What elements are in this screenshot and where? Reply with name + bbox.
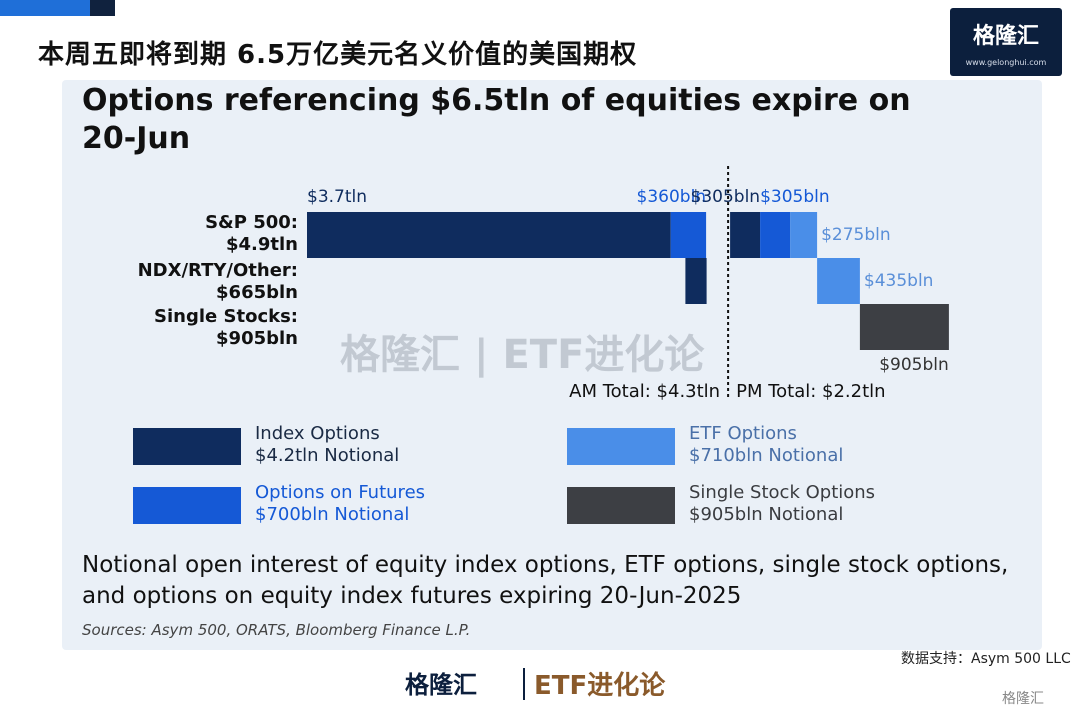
- bar-am-index-options-row1: [307, 212, 671, 258]
- row-label-3-line-2: $905bln: [216, 328, 298, 349]
- row-label-2-line-1: NDX/RTY/Other:: [138, 260, 298, 281]
- row-label-3-line-1: Single Stocks:: [154, 306, 298, 327]
- logo-text: 格隆汇: [972, 24, 1039, 49]
- value-label-pm-single-stock-options-row3: $905bln: [879, 355, 949, 375]
- chart-caption: Notional open interest of equity index o…: [82, 552, 1009, 609]
- top-accent-bar: [0, 0, 115, 16]
- bar-pm-index-options-row1: [730, 212, 761, 258]
- footer-brand: 格隆汇: [405, 671, 477, 699]
- chart-title: Options referencing $6.5tln of equities …: [82, 83, 911, 156]
- legend-label-options-on-futures: Options on Futures $700bln Notional: [255, 482, 426, 525]
- legend-swatch-single-stock-options: [567, 487, 675, 524]
- value-label-pm-index-options-row1: $305bln: [691, 187, 761, 207]
- footer-separator: [523, 668, 525, 700]
- bar-am-options-on-futures-row1: [670, 212, 707, 258]
- chart-source: Sources: Asym 500, ORATS, Bloomberg Fina…: [82, 621, 471, 639]
- value-label-pm-etf-options-row1: $275bln: [821, 225, 891, 245]
- row-label-1-line-1: S&P 500:: [205, 212, 298, 233]
- bar-pm-single-stock-options-row3: [859, 304, 949, 350]
- legend-swatch-index-options: [133, 428, 241, 465]
- row-label-2-line-2: $665bln: [216, 282, 298, 303]
- legend-swatch-options-on-futures: [133, 487, 241, 524]
- bar-pm-etf-options-row2: [817, 258, 860, 304]
- bar-am-index-options-row2: [685, 258, 707, 304]
- gelonghui-logo: 格隆汇 www.gelonghui.com: [950, 8, 1062, 76]
- footer-etf: ETF进化论: [534, 671, 666, 701]
- logo-url: www.gelonghui.com: [965, 58, 1047, 67]
- data-support: 数据支持：Asym 500 LLC: [901, 651, 1071, 667]
- chart-panel: [62, 80, 1042, 650]
- top-accent-dark: [90, 0, 115, 16]
- watermark-etf: ETF进化论: [502, 332, 705, 378]
- legend-label-etf-options: ETF Options $710bln Notional: [689, 423, 844, 466]
- corner-watermark: 格隆汇: [1002, 691, 1044, 707]
- watermark: 格隆汇 | ETF进化论: [340, 322, 704, 380]
- legend-swatch-etf-options: [567, 428, 675, 465]
- watermark-sep: |: [473, 332, 503, 378]
- legend-label-single-stock-options: Single Stock Options $905bln Notional: [689, 482, 876, 525]
- bar-pm-etf-options-row1: [790, 212, 818, 258]
- value-label-am-index-options-row1: $3.7tln: [307, 187, 367, 207]
- bar-pm-options-on-futures-row1: [760, 212, 791, 258]
- page-title: 本周五即将到期 6.5万亿美元名义价值的美国期权: [38, 40, 638, 70]
- am-total-label: AM Total: $4.3tln: [569, 381, 720, 402]
- row-label-1-line-2: $4.9tln: [226, 234, 298, 255]
- value-label-pm-etf-options-row2: $435bln: [864, 271, 934, 291]
- legend-label-index-options: Index Options $4.2tln Notional: [255, 423, 400, 466]
- pm-total-label: PM Total: $2.2tln: [736, 381, 885, 402]
- value-label-am-options-on-futures-row1: $360bln: [637, 187, 707, 207]
- watermark-brand: 格隆汇: [340, 332, 460, 378]
- value-label-pm-options-on-futures-row1: $305bln: [760, 187, 830, 207]
